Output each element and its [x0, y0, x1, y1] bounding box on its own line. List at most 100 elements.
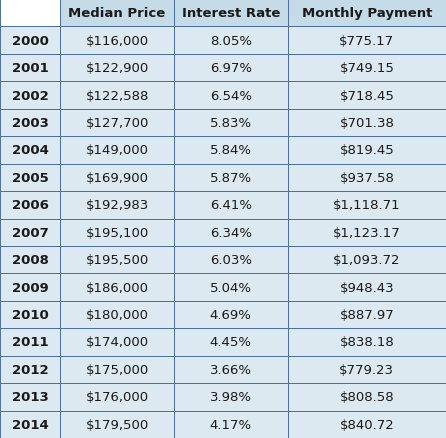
- Bar: [174, 301, 288, 328]
- Bar: [60, 328, 174, 356]
- Text: 4.45%: 4.45%: [210, 336, 252, 349]
- Text: $1,093.72: $1,093.72: [333, 254, 401, 267]
- Text: 5.84%: 5.84%: [210, 144, 252, 157]
- Text: 2008: 2008: [12, 254, 49, 267]
- Text: $175,000: $175,000: [86, 363, 149, 376]
- Bar: [174, 192, 288, 219]
- Text: 5.83%: 5.83%: [210, 117, 252, 130]
- Bar: [174, 27, 288, 55]
- Text: 8.05%: 8.05%: [210, 35, 252, 48]
- Bar: [0, 356, 60, 383]
- Bar: [60, 137, 174, 164]
- Bar: [0, 192, 60, 219]
- Text: $195,100: $195,100: [86, 226, 149, 239]
- Text: $192,983: $192,983: [86, 199, 149, 212]
- Text: $180,000: $180,000: [86, 308, 149, 321]
- Text: 5.87%: 5.87%: [210, 171, 252, 184]
- Text: 6.03%: 6.03%: [210, 254, 252, 267]
- Bar: [60, 411, 174, 438]
- Text: 2006: 2006: [12, 199, 49, 212]
- Text: 2007: 2007: [12, 226, 49, 239]
- Text: 2002: 2002: [12, 89, 49, 102]
- Bar: [60, 301, 174, 328]
- Text: $186,000: $186,000: [86, 281, 149, 294]
- Bar: [0, 110, 60, 137]
- Text: 5.04%: 5.04%: [210, 281, 252, 294]
- Text: 6.41%: 6.41%: [210, 199, 252, 212]
- Bar: [60, 27, 174, 55]
- Bar: [0, 274, 60, 301]
- Text: 2005: 2005: [12, 171, 49, 184]
- Bar: [0, 383, 60, 411]
- Text: $840.72: $840.72: [339, 418, 394, 431]
- Bar: [288, 137, 446, 164]
- Bar: [288, 411, 446, 438]
- Text: 4.17%: 4.17%: [210, 418, 252, 431]
- Bar: [174, 0, 288, 27]
- Bar: [288, 301, 446, 328]
- Text: 2004: 2004: [12, 144, 49, 157]
- Bar: [0, 164, 60, 192]
- Text: $749.15: $749.15: [339, 62, 394, 75]
- Bar: [174, 110, 288, 137]
- Bar: [60, 55, 174, 82]
- Bar: [0, 219, 60, 246]
- Bar: [0, 82, 60, 110]
- Bar: [174, 274, 288, 301]
- Text: $808.58: $808.58: [339, 390, 394, 403]
- Text: 3.66%: 3.66%: [210, 363, 252, 376]
- Text: 2000: 2000: [12, 35, 49, 48]
- Bar: [174, 328, 288, 356]
- Text: 4.69%: 4.69%: [210, 308, 252, 321]
- Bar: [174, 383, 288, 411]
- Bar: [288, 219, 446, 246]
- Text: $701.38: $701.38: [339, 117, 394, 130]
- Bar: [0, 328, 60, 356]
- Text: $838.18: $838.18: [339, 336, 394, 349]
- Bar: [60, 82, 174, 110]
- Bar: [60, 0, 174, 27]
- Text: $127,700: $127,700: [85, 117, 149, 130]
- Text: $116,000: $116,000: [86, 35, 149, 48]
- Bar: [288, 164, 446, 192]
- Bar: [60, 219, 174, 246]
- Bar: [288, 356, 446, 383]
- Bar: [0, 137, 60, 164]
- Text: 3.98%: 3.98%: [210, 390, 252, 403]
- Text: Monthly Payment: Monthly Payment: [301, 7, 432, 20]
- Bar: [0, 411, 60, 438]
- Bar: [288, 274, 446, 301]
- Text: $819.45: $819.45: [339, 144, 394, 157]
- Text: Interest Rate: Interest Rate: [182, 7, 280, 20]
- Bar: [288, 0, 446, 27]
- Text: 2010: 2010: [12, 308, 49, 321]
- Text: 2003: 2003: [12, 117, 49, 130]
- Text: 6.34%: 6.34%: [210, 226, 252, 239]
- Text: $195,500: $195,500: [86, 254, 149, 267]
- Text: $1,118.71: $1,118.71: [333, 199, 401, 212]
- Text: $775.17: $775.17: [339, 35, 394, 48]
- Text: $937.58: $937.58: [339, 171, 394, 184]
- Bar: [60, 356, 174, 383]
- Text: $174,000: $174,000: [86, 336, 149, 349]
- Bar: [0, 0, 60, 27]
- Text: $122,588: $122,588: [85, 89, 149, 102]
- Bar: [174, 137, 288, 164]
- Text: 2013: 2013: [12, 390, 49, 403]
- Bar: [288, 246, 446, 274]
- Bar: [60, 274, 174, 301]
- Text: $948.43: $948.43: [339, 281, 394, 294]
- Text: $779.23: $779.23: [339, 363, 394, 376]
- Bar: [174, 356, 288, 383]
- Text: 2014: 2014: [12, 418, 49, 431]
- Text: 6.54%: 6.54%: [210, 89, 252, 102]
- Text: $149,000: $149,000: [86, 144, 149, 157]
- Text: 2011: 2011: [12, 336, 49, 349]
- Bar: [174, 164, 288, 192]
- Bar: [288, 383, 446, 411]
- Text: $718.45: $718.45: [339, 89, 394, 102]
- Bar: [60, 192, 174, 219]
- Text: $122,900: $122,900: [86, 62, 149, 75]
- Bar: [60, 110, 174, 137]
- Bar: [288, 328, 446, 356]
